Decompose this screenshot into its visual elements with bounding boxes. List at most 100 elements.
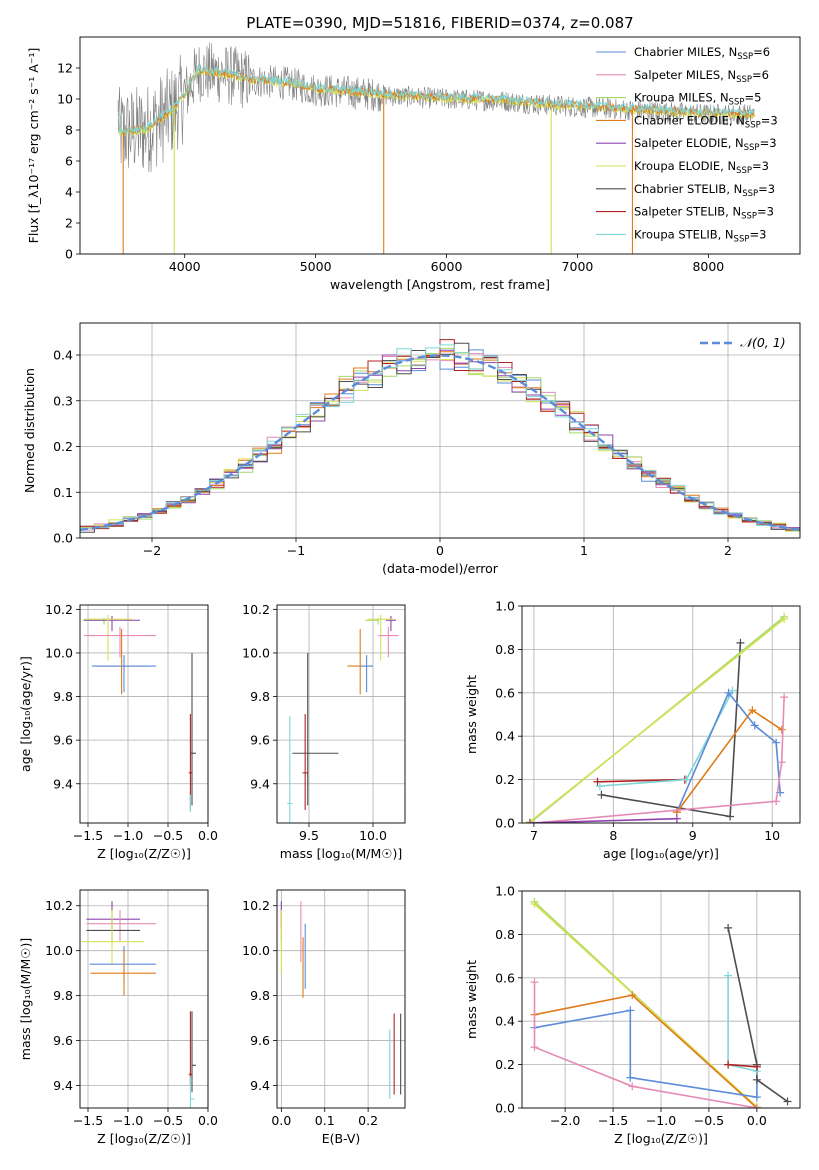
series-line-salpeter_stelib <box>728 1063 757 1068</box>
series-marker-salpeter_miles <box>780 693 789 702</box>
y-tick-label: 10.0 <box>242 645 270 660</box>
legend-suffix: =3 <box>749 227 766 241</box>
series-marker-chabrier_stelib <box>736 638 745 647</box>
plot-area <box>287 614 399 823</box>
x-tick-label: 9 <box>689 828 697 843</box>
legend-entry: Salpeter STELIB, NSSP=3 <box>634 205 774 222</box>
x-axis-label: Z [log₁₀(Z/Z☉)] <box>97 1131 191 1146</box>
axes-frame: 4000 5000 6000 7000 8000 0 2 4 6 8 10 12 wavelength … <box>26 36 801 292</box>
series-marker-salpeter_elodie <box>672 814 681 823</box>
x-tick-label: 0.0 <box>198 828 218 843</box>
x-axis-label: E(B-V) <box>322 1131 361 1146</box>
y-tick-label: 9.6 <box>53 733 73 748</box>
plot-area <box>117 42 755 254</box>
series-marker-chabrier_stelib <box>724 923 733 932</box>
series-line-salpeter_elodie <box>529 817 677 823</box>
y-tick-label: 10.2 <box>242 898 270 913</box>
series-marker-salpeter_stelib <box>724 1060 733 1069</box>
legend-entry: 𝒩(0, 1) <box>740 335 786 350</box>
legend-suffix: =3 <box>760 136 777 150</box>
series-marker-kroupa_elodie <box>780 615 789 624</box>
series-line-chabrier_miles <box>534 1009 758 1099</box>
legend-suffix: =6 <box>753 45 770 59</box>
legend-suffix: =3 <box>752 159 769 173</box>
y-tick-label: 10.0 <box>242 943 270 958</box>
axes-border <box>276 889 406 1109</box>
series-marker-chabrier_elodie <box>748 706 757 715</box>
legend-suffix: =3 <box>757 205 774 219</box>
series-line-kroupa_stelib <box>727 975 758 1072</box>
axes-border <box>79 889 209 1109</box>
legend-entry: Salpeter MILES, NSSP=6 <box>634 68 769 85</box>
y-tick-label: 1.0 <box>495 599 515 614</box>
x-tick-label: 0.2 <box>358 1113 378 1128</box>
mass-vs-metallicity-panel: −1.5 −1.0 −0.5 0.0 9.4 9.6 9.8 10.0 10.2 Z [log₁₀… <box>18 889 218 1146</box>
legend-entry: Chabrier MILES, NSSP=6 <box>634 45 770 62</box>
y-tick-label: 0.6 <box>495 970 515 985</box>
axes-frame: 9.5 10.0 9.4 9.6 9.8 10.0 10.2 mass [log₁₀(M/M☉… <box>242 602 406 861</box>
series-marker-salpeter_miles <box>752 1104 761 1108</box>
series-marker-kroupa_stelib <box>682 775 691 784</box>
y-axis-label: Normed distribution <box>22 368 37 493</box>
y-tick-label: 9.6 <box>250 1033 270 1048</box>
y-axis-label: Flux [f_λ10⁻¹⁷ erg cm⁻² s⁻¹ A⁻¹] <box>26 48 41 244</box>
x-tick-label: −0.5 <box>694 1113 724 1128</box>
legend-sub: SSP <box>734 234 750 244</box>
y-tick-label: 9.8 <box>53 988 73 1003</box>
series-marker-chabrier_stelib <box>597 790 606 799</box>
y-tick-label: 0.2 <box>495 772 515 787</box>
plot-area <box>80 339 800 534</box>
mass-vs-ebv-panel: 0.0 0.1 0.2 9.4 9.6 9.8 10.0 10.2 E(B-V) <box>242 889 406 1146</box>
x-tick-label: −0.5 <box>153 1113 183 1128</box>
y-tick-label: 0.2 <box>53 439 73 454</box>
y-tick-label: 0.0 <box>495 816 515 831</box>
x-tick-label: 0.0 <box>271 1113 291 1128</box>
x-tick-label: 7000 <box>562 259 594 274</box>
x-axis-label: mass [log₁₀(M/M☉)] <box>280 846 402 861</box>
y-tick-label: 9.4 <box>53 776 73 791</box>
spectrum-data-line <box>117 42 755 173</box>
y-tick-label: 10 <box>57 92 73 107</box>
axes-frame: 7 8 9 10 0.0 0.2 0.4 0.6 0.8 1.0 age [log₁₀(age/yr… <box>464 599 801 861</box>
y-tick-label: 9.4 <box>250 1078 270 1093</box>
series-line-chabrier_elodie <box>534 994 758 1108</box>
y-tick-label: 0.6 <box>495 685 515 700</box>
series-marker-chabrier_miles <box>724 688 733 697</box>
spectrum-model-kroupa_stelib <box>117 64 755 135</box>
series-marker-salpeter_elodie <box>525 819 534 823</box>
series-marker-chabrier_miles <box>772 738 781 747</box>
x-axis-label: Z [log₁₀(Z/Z☉)] <box>614 1131 708 1146</box>
y-tick-label: 0.0 <box>53 531 73 546</box>
series-marker-chabrier_elodie <box>777 725 786 734</box>
series-marker-chabrier_stelib <box>752 1075 761 1084</box>
x-tick-label: 6000 <box>431 259 463 274</box>
y-tick-label: 0.1 <box>53 485 73 500</box>
y-tick-label: 9.8 <box>250 988 270 1003</box>
spectrum-panel: 4000 5000 6000 7000 8000 0 2 4 6 8 10 12 wavelength … <box>26 36 801 292</box>
y-tick-label: 9.4 <box>53 1078 73 1093</box>
y-axis-label: mass [log₁₀(M/M☉)] <box>18 938 33 1060</box>
legend-sub: SSP <box>729 98 745 108</box>
age-vs-metallicity-panel: −1.5 −1.0 −0.5 0.0 9.4 9.6 9.8 10.0 10.2 Z [log₁₀… <box>18 602 218 861</box>
legend-entry: Kroupa ELODIE, NSSP=3 <box>634 159 769 176</box>
axes-frame: 0.0 0.1 0.2 9.4 9.6 9.8 10.0 10.2 E(B-V) <box>242 889 406 1146</box>
legend-suffix: =3 <box>758 182 775 196</box>
x-axis-label: (data-model)/error <box>382 561 499 576</box>
axes-border <box>79 604 209 824</box>
axes-frame: −1.5 −1.0 −0.5 0.0 9.4 9.6 9.8 10.0 10.2 Z [log₁₀… <box>18 602 218 861</box>
x-tick-label: −0.5 <box>153 828 183 843</box>
legend-sub: SSP <box>741 212 757 222</box>
y-axis-label: age [log₁₀(age/yr)] <box>18 656 33 772</box>
legend-sub: SSP <box>736 166 752 176</box>
y-tick-label: 10.2 <box>45 898 73 913</box>
series-marker-salpeter_stelib <box>593 777 602 786</box>
legend-label: Salpeter STELIB, N <box>634 205 741 219</box>
series-line-kroupa_elodie <box>529 618 785 823</box>
x-tick-label: 4000 <box>169 259 201 274</box>
x-tick-label: 0.0 <box>747 1113 767 1128</box>
axes-border <box>276 604 406 824</box>
y-axis-label: mass weight <box>464 960 479 1039</box>
x-axis-label: wavelength [Angstrom, rest frame] <box>330 277 550 292</box>
residual-histogram-panel: −2 −1 0 1 2 0.0 0.1 0.2 0.3 0.4 (data-model)/error… <box>22 322 801 576</box>
